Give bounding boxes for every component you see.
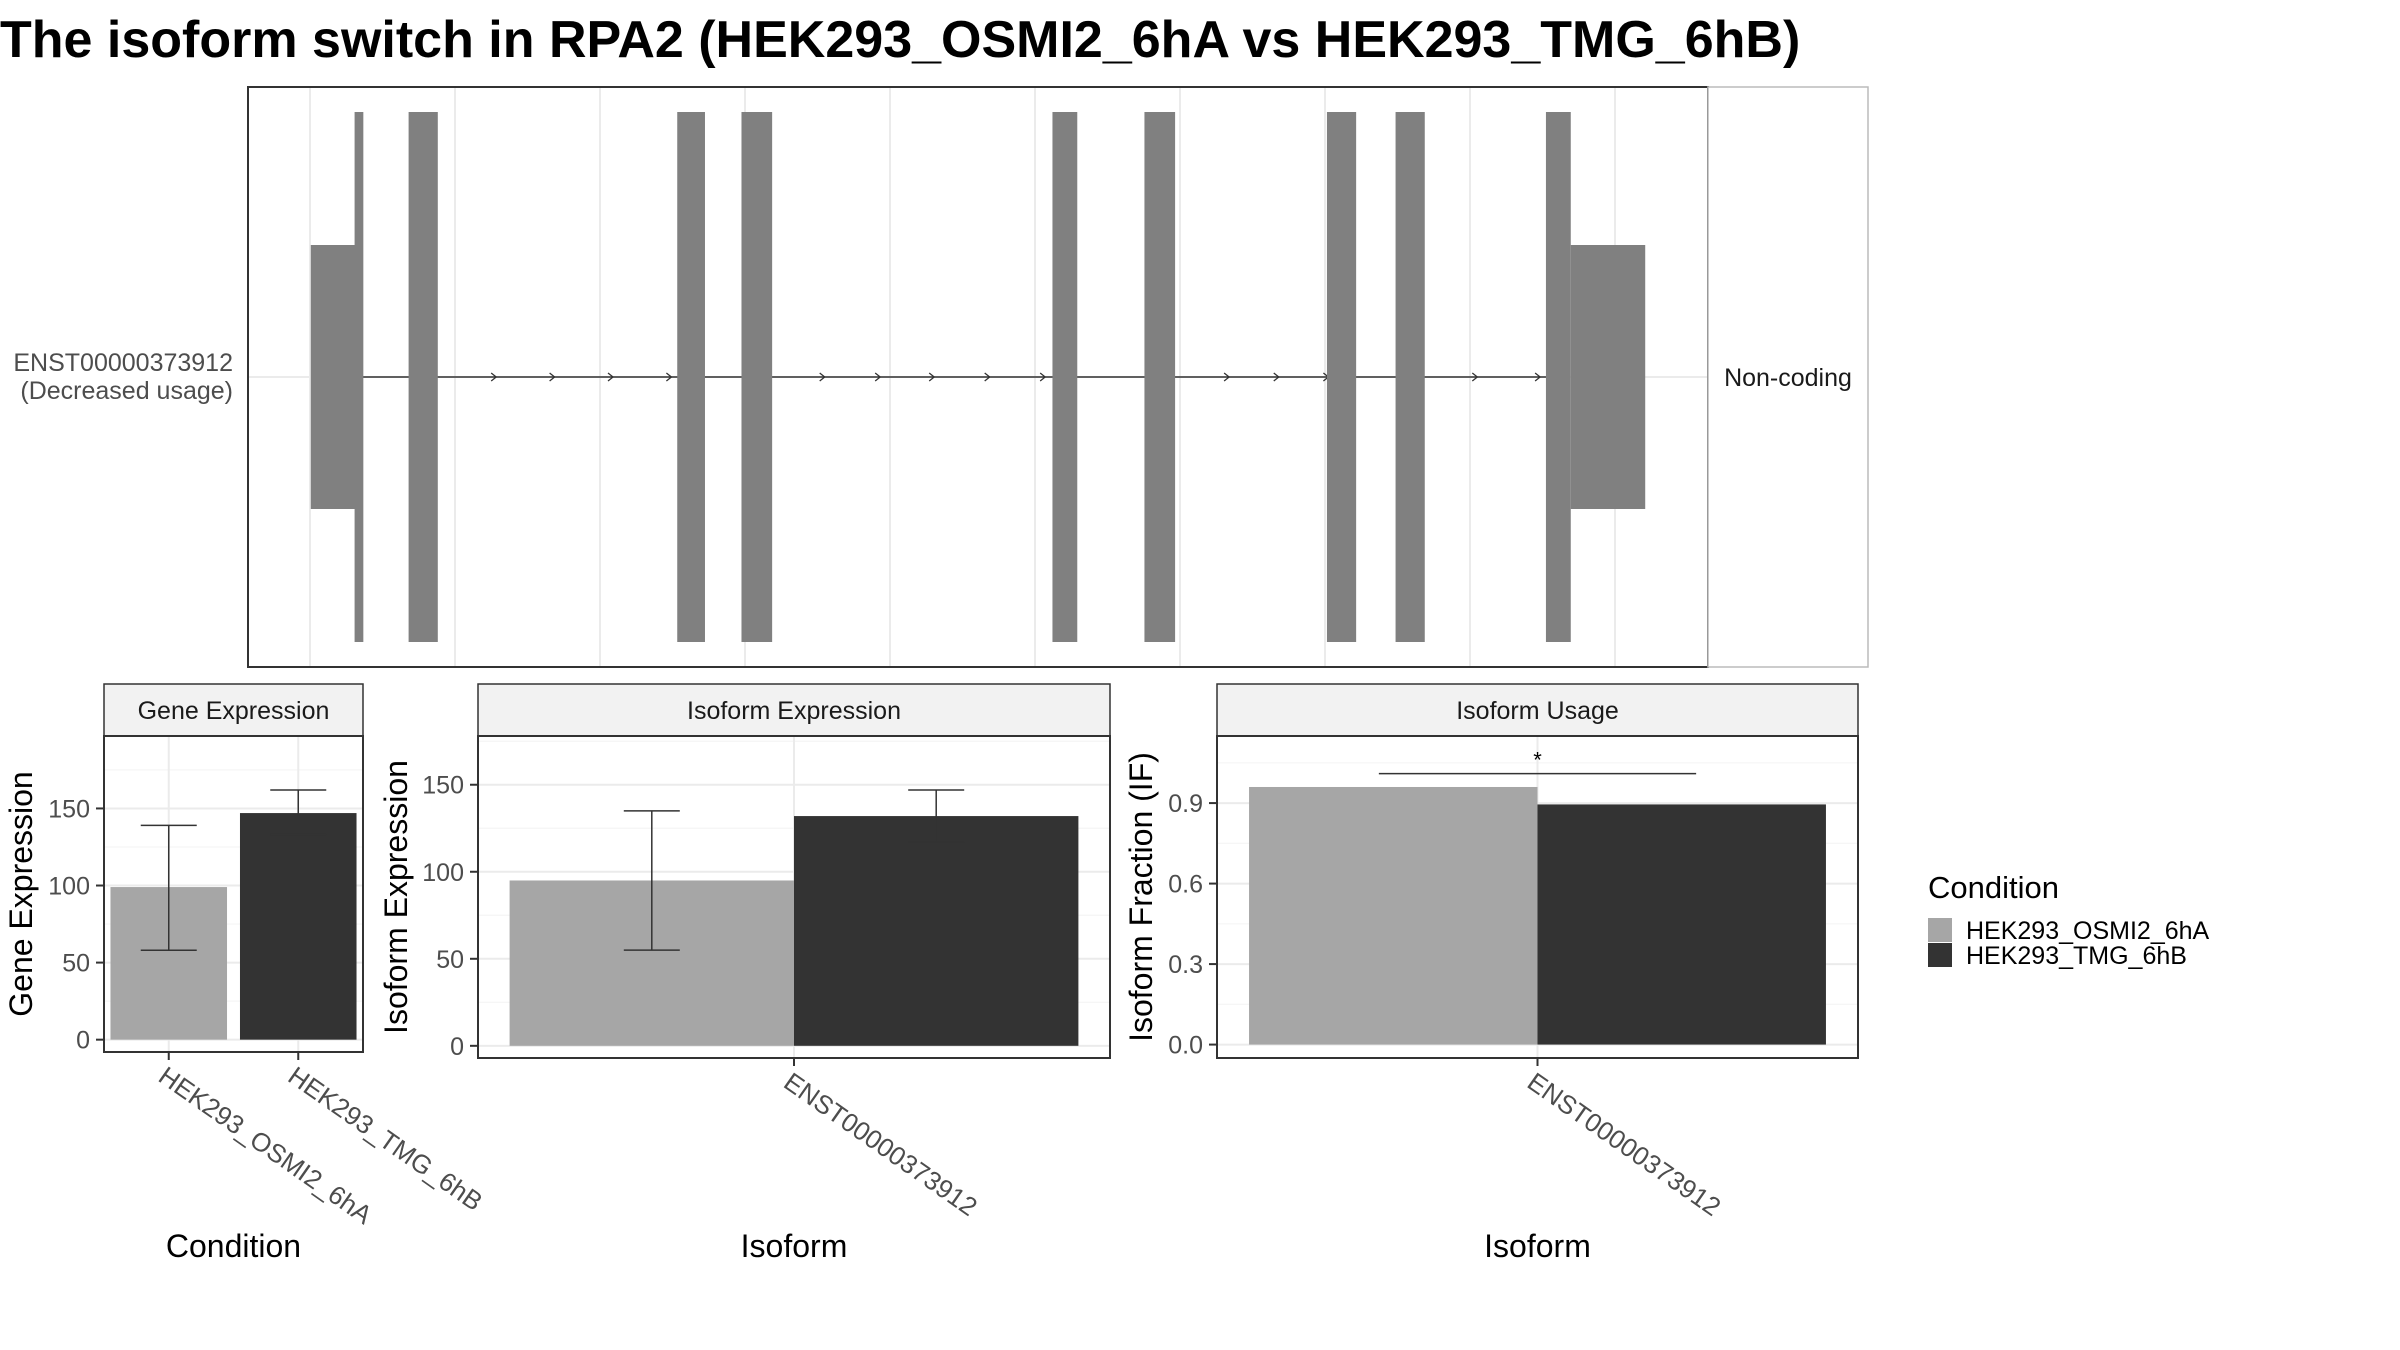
exon — [354, 112, 364, 642]
legend-title: Condition — [1928, 870, 2059, 905]
y-tick-label: 0.6 — [1168, 871, 1203, 899]
strand-arrow — [549, 372, 556, 382]
panel-strip — [1216, 683, 1859, 737]
isoform-usage-panel: Isoform Usage ENST00000373912 * 0.0 0.3 0.6 0.… — [1123, 683, 1859, 1264]
figure-title: The isoform switch in RPA2 (HEK293_OSMI2… — [0, 11, 1800, 69]
y-tick-label: 0 — [450, 1033, 464, 1061]
bar — [239, 813, 357, 1040]
strand-arrow — [819, 372, 826, 382]
bar — [1537, 804, 1826, 1045]
coding-label: Non-coding — [1724, 364, 1852, 392]
strand-arrow — [1273, 372, 1280, 382]
coding-strip — [1707, 86, 1869, 668]
transcript-usage-label: (Decreased usage) — [20, 377, 233, 405]
strand-arrow — [665, 372, 673, 382]
legend-label: HEK293_TMG_6hB — [1966, 942, 2187, 970]
panel-border — [103, 735, 364, 1053]
legend-swatch — [1928, 918, 1952, 942]
gene-structure-panel: Non-coding ENST00000373912(Decreased usag… — [13, 86, 1869, 668]
strand-arrow — [607, 372, 615, 382]
y-tick-label: 100 — [422, 859, 464, 887]
strand-arrow — [928, 372, 936, 382]
bar — [794, 816, 1079, 1046]
strand-arrow — [984, 372, 991, 382]
strand-arrow — [1534, 372, 1542, 382]
y-tick-label: 50 — [62, 950, 90, 978]
y-tick-label: 50 — [436, 946, 464, 974]
y-tick-label: 100 — [48, 873, 90, 901]
strand-arrow — [1039, 372, 1047, 382]
strand-arrow — [1471, 372, 1479, 382]
y-axis-title: Isoform Fraction (IF) — [1123, 752, 1159, 1042]
x-tick-label: ENST00000373912 — [779, 1066, 983, 1222]
exon — [1545, 112, 1571, 642]
exon — [310, 245, 361, 509]
y-tick-label: 0.3 — [1168, 951, 1203, 979]
y-axis-title: Isoform Expression — [378, 760, 414, 1034]
panel-border — [1216, 735, 1859, 1059]
exon — [677, 112, 705, 642]
exon — [741, 112, 773, 642]
y-tick-label: 0.0 — [1168, 1032, 1203, 1060]
isoform-expression-panel: Isoform Expression ENST00000373912 0 50 100 1… — [378, 683, 1111, 1264]
x-tick-label: HEK293_OSMI2_6hA — [153, 1060, 378, 1230]
exon — [1326, 112, 1357, 642]
gene-expression-panel: Gene ExpressionHEK293_OSMI2_6hAHEK293_TM… — [3, 683, 488, 1264]
exon — [1144, 112, 1176, 642]
panel-strip-label: Gene Expression — [138, 697, 330, 725]
exon — [1570, 245, 1646, 509]
x-tick-label: ENST00000373912 — [1522, 1066, 1726, 1222]
strand-arrow — [874, 372, 882, 382]
x-axis-title: Condition — [166, 1228, 301, 1264]
exon — [1395, 112, 1425, 642]
strand-arrow — [1223, 372, 1231, 382]
bar — [1249, 786, 1538, 1045]
y-tick-label: 0 — [76, 1027, 90, 1055]
panel-strip-label: Isoform Expression — [687, 697, 901, 725]
panel-strip — [477, 683, 1111, 737]
legend-swatch — [1928, 943, 1952, 967]
transcript-id-label: ENST00000373912 — [13, 349, 233, 377]
strand-arrow — [490, 372, 498, 382]
y-axis-title: Gene Expression — [3, 771, 39, 1016]
y-tick-label: 150 — [48, 795, 90, 823]
exon — [1052, 112, 1078, 642]
y-tick-label: 150 — [422, 772, 464, 800]
x-axis-title: Isoform — [741, 1228, 848, 1264]
y-tick-label: 0.9 — [1168, 790, 1203, 818]
legend-label: HEK293_OSMI2_6hA — [1966, 917, 2210, 945]
x-axis-title: Isoform — [1484, 1228, 1591, 1264]
panel-border — [477, 735, 1111, 1059]
exon — [408, 112, 438, 642]
panel-strip-label: Isoform Usage — [1456, 697, 1619, 725]
significance-marker: * — [1533, 748, 1542, 773]
